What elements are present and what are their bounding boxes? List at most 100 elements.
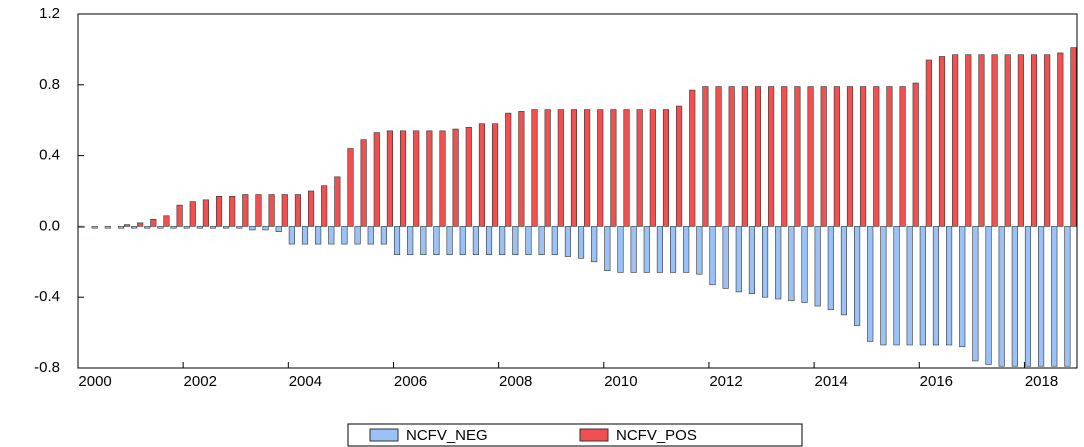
bar: [294, 194, 301, 227]
bar: [505, 112, 512, 227]
bar: [676, 105, 683, 227]
bar: [433, 226, 440, 256]
bar: [985, 226, 992, 365]
bar: [446, 226, 453, 256]
y-tick-label: 0.4: [39, 147, 60, 164]
legend-box: [347, 423, 803, 447]
bar: [407, 226, 414, 256]
bar: [400, 130, 407, 227]
bar: [1024, 226, 1032, 367]
bar: [268, 194, 275, 227]
bar: [978, 54, 985, 227]
y-tick-label: 0.0: [39, 217, 60, 234]
bar: [919, 226, 926, 346]
bar: [334, 176, 341, 227]
legend-label: NCFV_POS: [616, 427, 697, 444]
bar: [1004, 54, 1011, 227]
bar: [814, 226, 821, 307]
bar: [959, 226, 966, 348]
bar: [117, 226, 125, 229]
bar: [242, 194, 249, 227]
bar: [420, 226, 427, 256]
bar: [170, 226, 177, 229]
bar: [788, 226, 795, 302]
bar: [827, 226, 834, 310]
x-tick-label: 2018: [1025, 373, 1058, 390]
bar: [643, 226, 650, 273]
bar: [163, 215, 170, 227]
bar: [867, 226, 874, 342]
y-tick-label: 0.8: [39, 76, 60, 93]
bar: [636, 109, 643, 227]
bar: [281, 194, 288, 227]
bar: [998, 226, 1005, 367]
x-tick-label: 2008: [499, 373, 532, 390]
bar: [662, 109, 670, 227]
x-tick-label: 2006: [394, 373, 427, 390]
bar: [807, 86, 814, 227]
bar: [315, 226, 322, 245]
bar: [386, 130, 393, 227]
bar: [781, 86, 788, 227]
bar: [623, 109, 630, 227]
bar: [104, 226, 111, 229]
bar: [478, 123, 485, 227]
bar: [630, 226, 637, 273]
bar: [131, 226, 138, 229]
bar: [150, 219, 157, 227]
bar: [123, 224, 131, 227]
bar: [236, 226, 243, 229]
bar: [584, 109, 591, 227]
bar: [373, 132, 380, 227]
bar: [137, 222, 144, 227]
bar: [886, 86, 893, 227]
bar: [452, 128, 459, 227]
bar: [670, 226, 677, 273]
bar: [176, 204, 183, 227]
bar: [570, 109, 578, 227]
bar: [762, 226, 769, 298]
bar: [709, 226, 716, 286]
bar: [196, 226, 203, 229]
bar: [472, 226, 479, 256]
bar: [854, 226, 861, 326]
bar: [946, 226, 953, 346]
bar: [617, 226, 624, 273]
bar: [715, 86, 722, 227]
bar: [275, 226, 282, 233]
bar: [893, 226, 900, 346]
bar: [952, 54, 959, 227]
bar: [223, 226, 230, 229]
bar: [249, 226, 256, 231]
bar: [1030, 54, 1038, 227]
bar: [288, 226, 295, 245]
bar: [604, 226, 611, 271]
bar: [597, 109, 604, 227]
bar: [899, 86, 906, 227]
legend-label: NCFV_NEG: [406, 427, 488, 444]
bar: [347, 148, 354, 227]
bar: [492, 123, 499, 227]
bar: [202, 199, 209, 227]
bar: [459, 226, 466, 256]
bar: [380, 226, 387, 245]
bar: [696, 226, 703, 275]
bar: [833, 86, 840, 227]
x-tick-label: 2000: [78, 373, 111, 390]
bar: [229, 196, 236, 227]
bar: [610, 109, 617, 227]
bar: [544, 109, 551, 227]
bar: [880, 226, 887, 346]
bar: [820, 86, 827, 227]
bar: [183, 226, 190, 229]
bar: [307, 190, 315, 227]
bar: [735, 226, 742, 293]
bar: [189, 201, 196, 227]
bar: [91, 226, 98, 229]
y-tick-label: 1.2: [39, 5, 60, 22]
y-tick-label: -0.4: [34, 288, 60, 305]
y-tick-label: -0.8: [34, 359, 60, 376]
x-tick-label: 2012: [709, 373, 742, 390]
bar: [393, 226, 401, 256]
